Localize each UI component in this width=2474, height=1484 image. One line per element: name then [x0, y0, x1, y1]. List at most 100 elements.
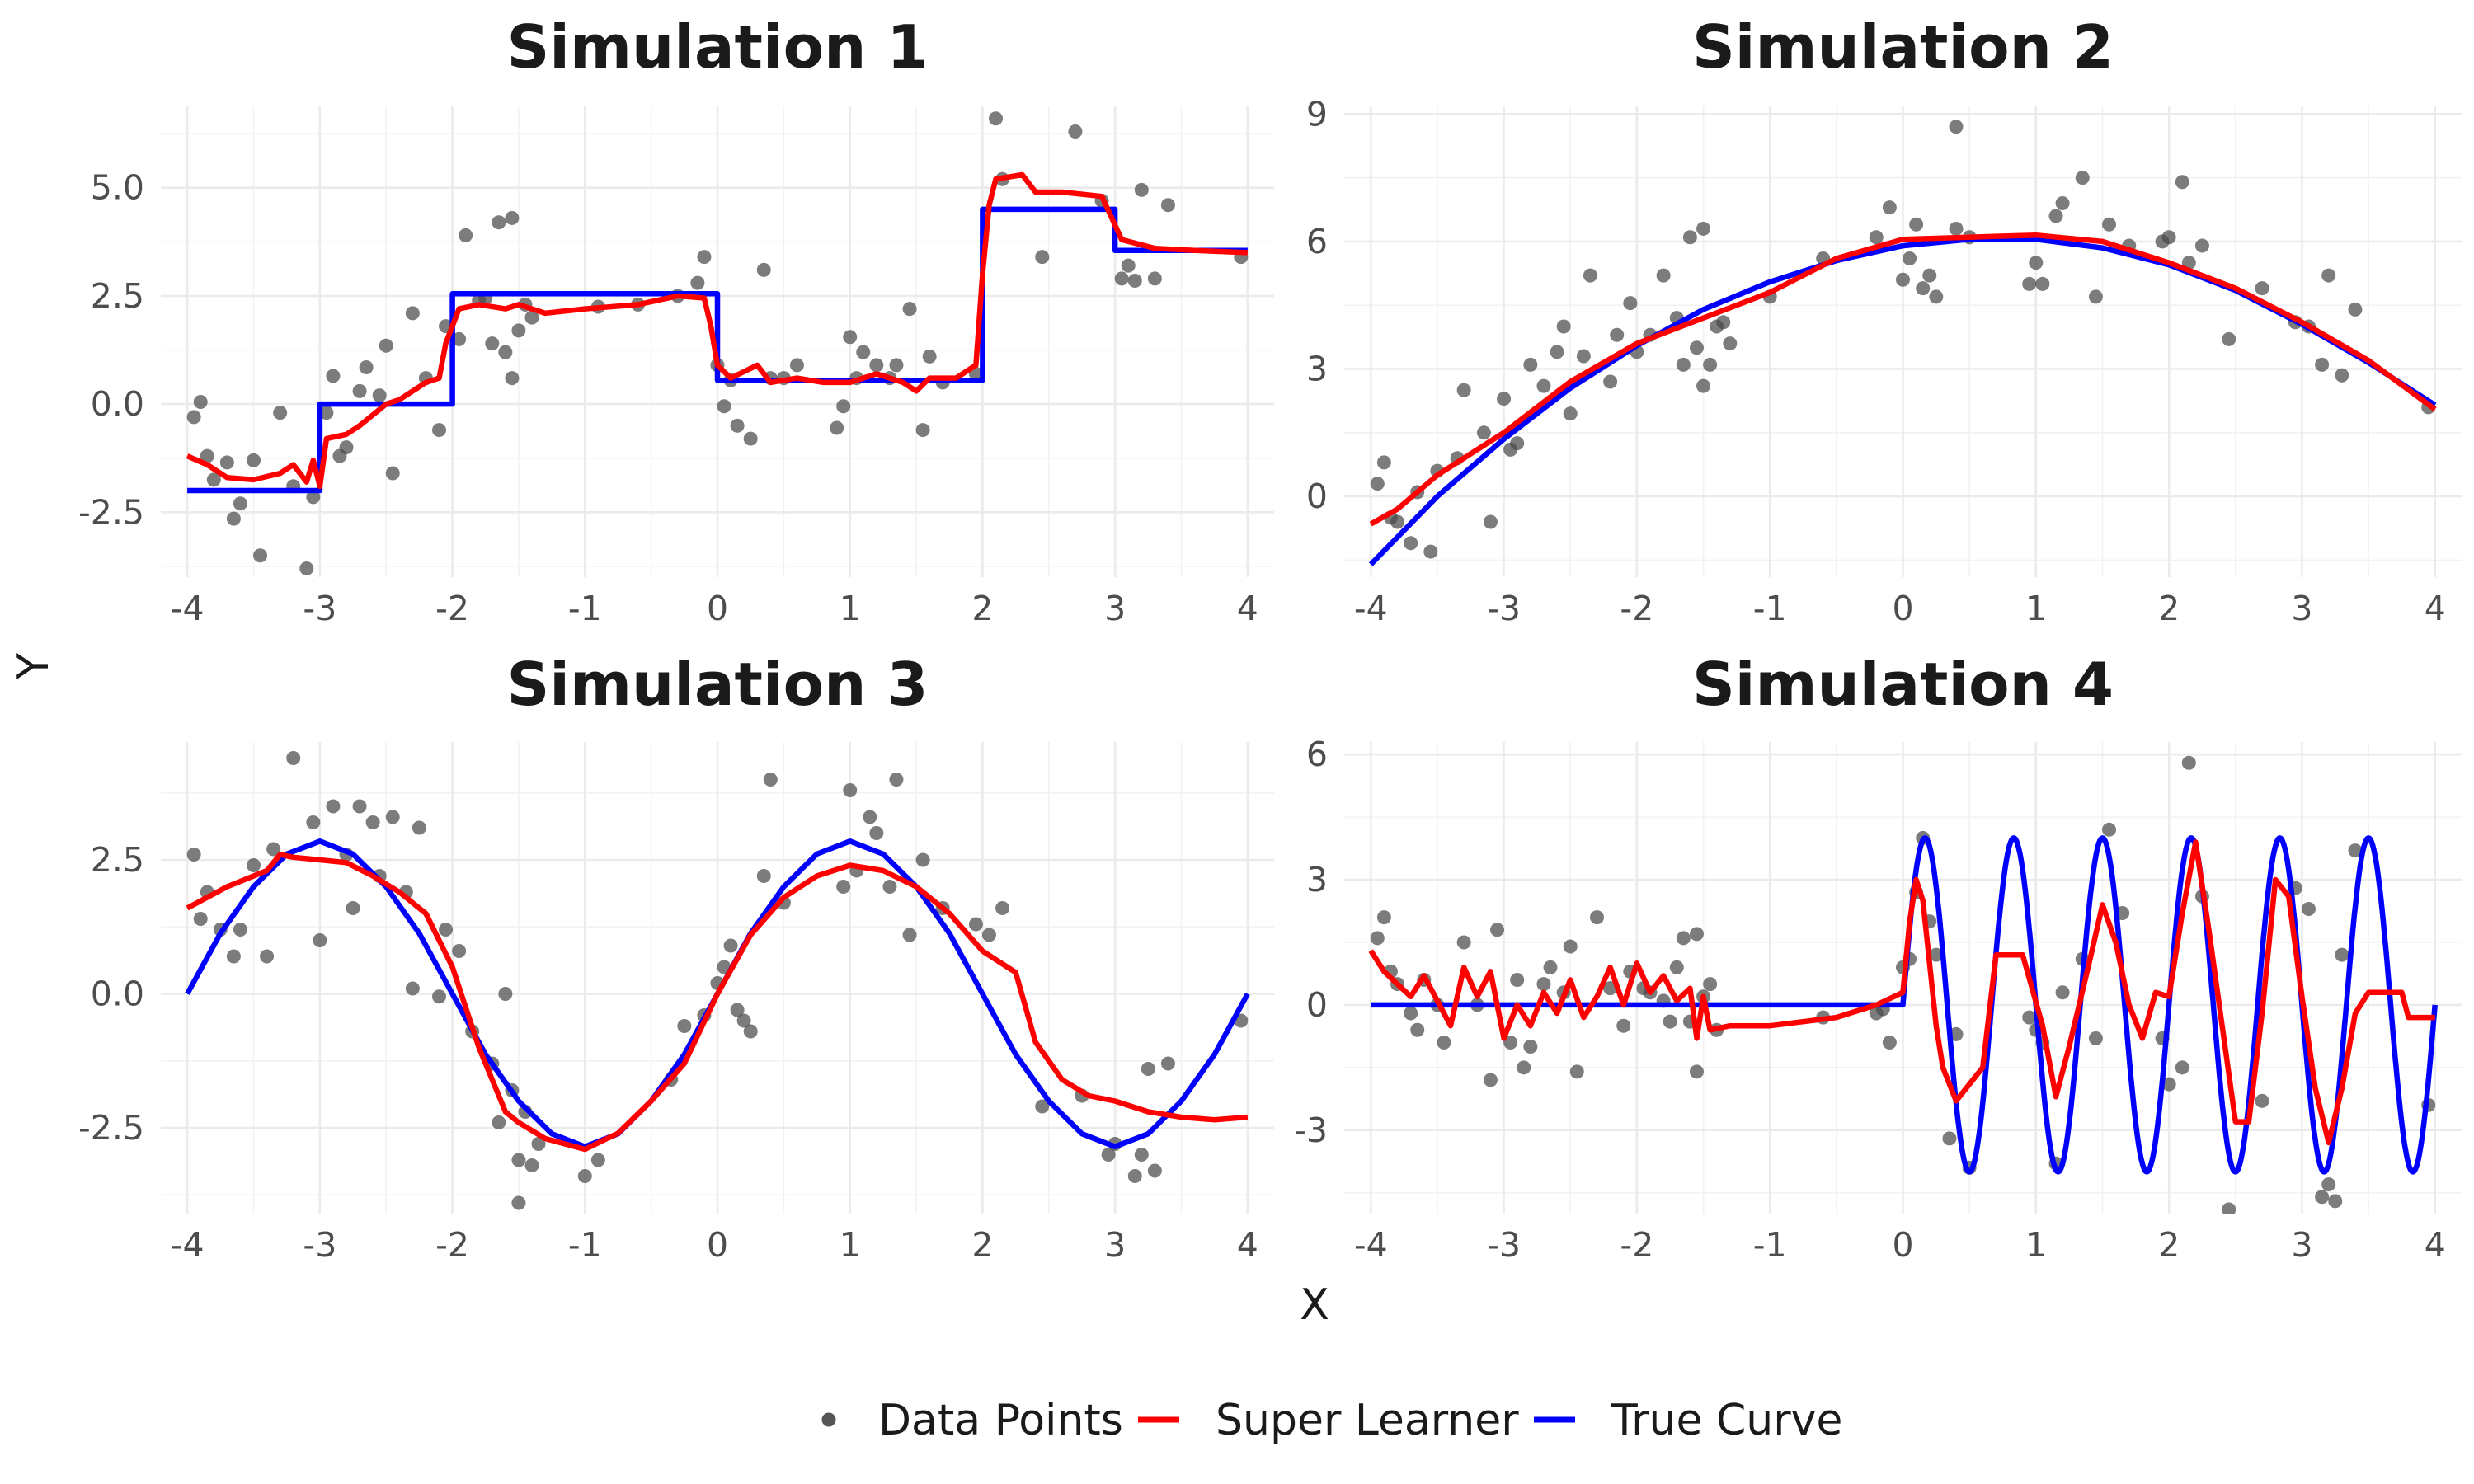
sim1-data-point [1147, 271, 1162, 286]
sim2-data-point [1370, 477, 1385, 491]
sim1-data-point [352, 383, 367, 398]
sim1-x-tick-label: 0 [707, 589, 728, 628]
sim1-data-point [869, 358, 884, 373]
sim2-data-point [2102, 217, 2117, 232]
sim3-data-point [869, 826, 884, 840]
sim4-data-point [2181, 755, 2196, 770]
sim3-data-point [524, 1158, 539, 1172]
sim3-data-point [511, 1195, 526, 1210]
sim1-data-point [856, 345, 871, 359]
sim3-data-point [313, 933, 327, 947]
sim3-y-tick-label: 0.0 [91, 974, 144, 1014]
sim2-data-point [2194, 238, 2209, 253]
sim2-data-point [1676, 357, 1691, 372]
sim4-data-point [2301, 901, 2316, 916]
sim2-data-point [2255, 281, 2269, 296]
sim3-y-tick-label: -2.5 [78, 1108, 144, 1148]
sim2-data-point [2315, 357, 2330, 372]
sim2-x-tick-label: -1 [1753, 589, 1787, 628]
sim3-data-point [902, 928, 917, 942]
sim1-data-point [524, 310, 539, 325]
sim4-x-tick-label: 1 [2025, 1225, 2047, 1265]
sim4-y-tick-label: -3 [1294, 1111, 1328, 1150]
sim1-data-point [915, 423, 930, 438]
sim2-plot-area [1368, 120, 2437, 566]
sim2-data-point [2088, 289, 2103, 304]
sim4-data-point [1703, 977, 1718, 992]
sim4-data-point [1543, 960, 1558, 974]
sim1-data-point [219, 455, 234, 470]
sim1-x-tick-label: -2 [435, 589, 469, 628]
sim2-data-point [1696, 221, 1711, 236]
sim1-super-learner-curve [186, 171, 1249, 490]
sim2-y-tick-label: 9 [1306, 94, 1328, 134]
sim2-data-point [1949, 120, 1964, 134]
sim1-plot-area [186, 111, 1249, 576]
sim1-data-point [511, 323, 526, 338]
sim2-data-point [1922, 268, 1937, 283]
sim3-data-point [1141, 1062, 1155, 1076]
sim3-data-point [1127, 1169, 1142, 1183]
sim2-data-point [1483, 514, 1498, 529]
sim3-data-point [193, 912, 208, 926]
sim3-x-tick-label: 4 [1237, 1225, 1258, 1265]
sim4-y-tick-label: 3 [1306, 860, 1328, 899]
sim1-x-tick-label: 4 [1237, 589, 1258, 628]
sim4-data-point [2055, 985, 2070, 1000]
sim1-x-tick-label: 1 [840, 589, 861, 628]
sim1-data-point [273, 406, 288, 420]
sim2-data-point [1723, 336, 1738, 351]
sim1-data-point [339, 440, 354, 455]
sim4-data-point [2022, 1010, 2037, 1025]
sim1-y-tick-label: 5.0 [91, 168, 144, 208]
sim3-y-tick-label: 2.5 [91, 840, 144, 880]
legend-data-points-key [821, 1412, 836, 1427]
sim3-data-point [677, 1019, 692, 1033]
sim4-data-point [1483, 1073, 1498, 1087]
legend-true-curve-label: True Curve [1611, 1396, 1842, 1445]
sim2-data-point [2222, 331, 2236, 346]
sim3-data-point [405, 981, 420, 996]
sim2-data-point [2348, 302, 2363, 317]
legend-super-learner-label: Super Learner [1216, 1396, 1519, 1445]
sim4-data-point [1676, 931, 1691, 946]
sim2-data-point [1716, 315, 1731, 330]
sim3-data-point [1035, 1099, 1050, 1114]
sim3-data-point [432, 989, 446, 1004]
sim3-data-point [995, 901, 1010, 915]
sim2-data-point [2029, 256, 2044, 270]
sim2-data-point [2335, 368, 2349, 383]
sim1-data-point [505, 210, 520, 225]
sim4-data-point [1523, 1040, 1538, 1054]
sim3-data-point [346, 901, 360, 915]
sim1-data-point [989, 111, 1003, 126]
sim2-data-point [1404, 536, 1418, 551]
sim4-data-point [1490, 923, 1505, 937]
sim1-y-tick-label: 0.0 [91, 384, 144, 424]
sim3-x-tick-label: 3 [1104, 1225, 1126, 1265]
sim1-data-point [1114, 271, 1129, 286]
sim1-data-point [902, 302, 917, 317]
sim1-x-tick-label: 3 [1104, 589, 1126, 628]
sim1-y-tick-label: -2.5 [78, 492, 144, 532]
sim4-data-point [1589, 910, 1604, 925]
sim3-data-point [981, 928, 996, 942]
sim2-data-point [1696, 378, 1711, 393]
sim2-x-tick-label: 3 [2291, 589, 2312, 628]
sim2-data-point [1689, 340, 1704, 355]
sim2-data-point [1510, 436, 1525, 451]
sim2-y-tick-label: 0 [1306, 477, 1328, 516]
sim4-data-point [1669, 960, 1684, 974]
panel-simulation-2: -4 -3 -2 -1 0 1 2 3 4 0 3 6 9 Simulation 2 [1306, 12, 2462, 628]
sim1-data-point [498, 345, 513, 359]
sim3-x-tick-label: 0 [707, 1225, 728, 1265]
sim4-data-point [1663, 1014, 1677, 1029]
sim3-data-point [1134, 1148, 1149, 1162]
sim3-data-point [577, 1169, 592, 1183]
sim4-data-point [1437, 1035, 1451, 1050]
sim1-data-point [319, 406, 334, 420]
sim4-data-point [1882, 1035, 1897, 1050]
sim1-data-point [1127, 274, 1142, 289]
sim3-data-point [590, 1153, 605, 1167]
sim1-data-point [1068, 124, 1083, 139]
